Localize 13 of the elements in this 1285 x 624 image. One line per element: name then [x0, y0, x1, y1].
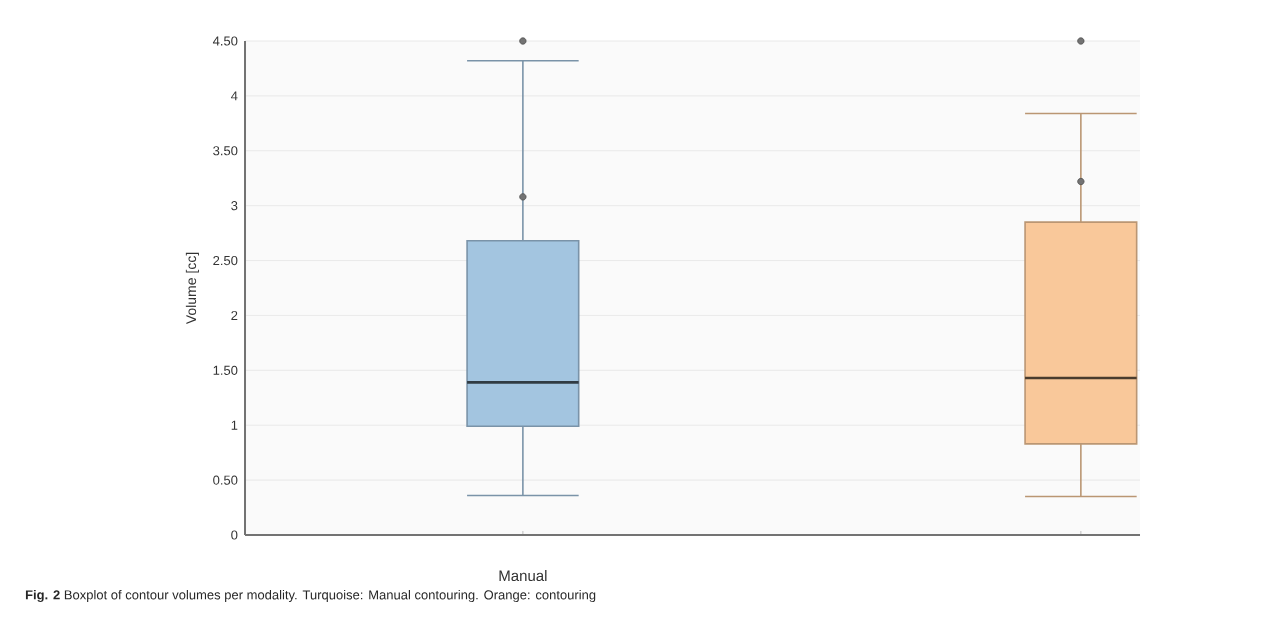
y-tick-label: 3: [231, 201, 238, 211]
y-tick-label: 0.50: [213, 475, 238, 485]
y-tick-label: 3.50: [213, 146, 238, 156]
y-tick-label: 1.50: [213, 365, 238, 375]
y-tick-label: 0: [231, 530, 238, 540]
y-tick-label: 1: [231, 420, 238, 430]
y-tick-label: 4: [231, 91, 238, 101]
y-axis-title: Volume [cc]: [185, 252, 199, 325]
y-tick-label: 2: [231, 310, 238, 320]
y-tick-label: 4.50: [212, 36, 238, 46]
x-tick-label: Manual: [499, 570, 547, 582]
text: Fig. 2 Boxplot of contour volumes per modality. Turquoise: Manual contouring. Orange: contouring: [25, 589, 596, 603]
y-tick-label: 2.50: [213, 255, 238, 266]
